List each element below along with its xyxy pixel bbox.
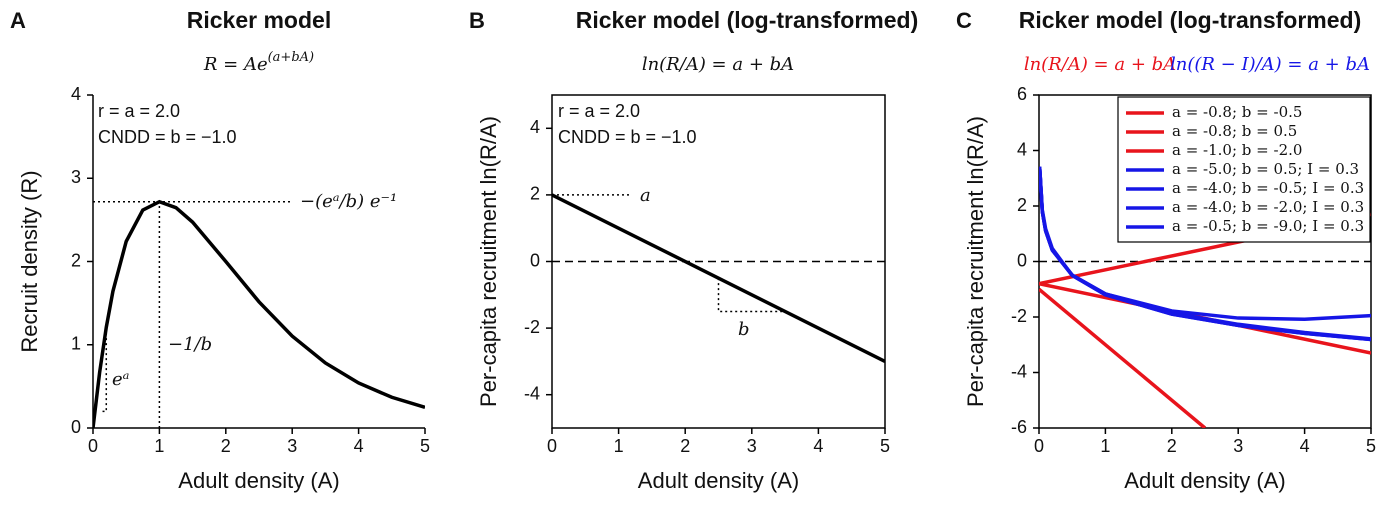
x-tick-label: 0 bbox=[1034, 436, 1044, 456]
y-tick-label: -2 bbox=[1011, 306, 1027, 326]
plot-area bbox=[93, 199, 425, 428]
panel-letter: B bbox=[469, 8, 485, 33]
x-tick-label: 3 bbox=[1233, 436, 1243, 456]
legend-label: a = -4.0; b = -0.5; I = 0.3 bbox=[1172, 179, 1364, 197]
y-tick-label: 2 bbox=[1017, 195, 1027, 215]
x-tick-label: 2 bbox=[221, 436, 231, 456]
x-tick-label: 5 bbox=[1366, 436, 1376, 456]
legend-label: a = -0.8; b = 0.5 bbox=[1172, 122, 1297, 140]
y-tick-label: 2 bbox=[71, 250, 81, 270]
x-axis-label: Adult density (A) bbox=[178, 468, 339, 493]
series-line bbox=[93, 199, 425, 428]
equation-text: R = Ae bbox=[203, 54, 268, 75]
annotation: r = a = 2.0 bbox=[98, 101, 180, 121]
panel-title: Ricker model bbox=[187, 7, 331, 33]
y-tick-label: 0 bbox=[71, 417, 81, 437]
y-tick-label: -6 bbox=[1011, 417, 1027, 437]
x-axis-label: Adult density (A) bbox=[1124, 468, 1285, 493]
series-line bbox=[552, 193, 885, 363]
x-tick-label: 4 bbox=[1300, 436, 1310, 456]
equation-text: ln(R/A) = a + bA bbox=[642, 54, 794, 75]
annotation: −(eᵃ/b) e⁻¹ bbox=[300, 191, 397, 212]
legend-label: a = -0.5; b = -9.0; I = 0.3 bbox=[1172, 217, 1364, 235]
annotation: −1/b bbox=[168, 334, 212, 355]
y-tick-label: -4 bbox=[1011, 361, 1027, 381]
x-tick-label: 2 bbox=[1167, 436, 1177, 456]
guide-line bbox=[717, 278, 786, 313]
y-tick-label: 4 bbox=[530, 117, 540, 137]
equation-text: ln((R − I)/A) = a + bA bbox=[1170, 54, 1370, 75]
x-tick-label: 4 bbox=[354, 436, 364, 456]
y-axis-label: Recruit density (R) bbox=[17, 170, 42, 352]
y-tick-label: -2 bbox=[524, 317, 540, 337]
panel-letter: A bbox=[10, 8, 26, 33]
y-tick-label: 6 bbox=[1017, 84, 1027, 104]
x-tick-label: 5 bbox=[880, 436, 890, 456]
equation-sup: (a+bA) bbox=[268, 50, 315, 65]
annotation: CNDD = b = −1.0 bbox=[98, 127, 237, 147]
equation-text: ln(R/A) = a + bA bbox=[1024, 54, 1176, 75]
equation: ln((R − I)/A) = a + bA bbox=[1170, 54, 1370, 75]
panel-title: Ricker model (log-transformed) bbox=[576, 7, 919, 33]
annotation: r = a = 2.0 bbox=[558, 101, 640, 121]
legend-label: a = -5.0; b = 0.5; I = 0.3 bbox=[1172, 160, 1359, 178]
x-tick-label: 1 bbox=[1100, 436, 1110, 456]
equation: R = Ae(a+bA) bbox=[203, 50, 314, 76]
panel-letter: C bbox=[956, 8, 972, 33]
x-tick-label: 2 bbox=[680, 436, 690, 456]
y-tick-label: 1 bbox=[71, 334, 81, 354]
plot-area bbox=[1039, 166, 1371, 428]
y-tick-label: 0 bbox=[1017, 250, 1027, 270]
annotation: a bbox=[640, 185, 651, 206]
annotation: eᵃ bbox=[112, 369, 129, 390]
x-tick-label: 0 bbox=[547, 436, 557, 456]
equation: ln(R/A) = a + bA bbox=[1024, 54, 1176, 75]
equation: ln(R/A) = a + bA bbox=[642, 54, 794, 75]
x-tick-label: 5 bbox=[420, 436, 430, 456]
x-tick-label: 0 bbox=[88, 436, 98, 456]
legend-label: a = -4.0; b = -2.0; I = 0.3 bbox=[1172, 198, 1364, 216]
annotation: CNDD = b = −1.0 bbox=[558, 127, 697, 147]
y-tick-label: 3 bbox=[71, 167, 81, 187]
x-tick-label: 4 bbox=[813, 436, 823, 456]
x-tick-label: 1 bbox=[154, 436, 164, 456]
series-line bbox=[1039, 166, 1371, 342]
x-axis-label: Adult density (A) bbox=[638, 468, 799, 493]
y-tick-label: 0 bbox=[530, 250, 540, 270]
y-tick-label: 2 bbox=[530, 184, 540, 204]
y-axis-label: Per-capita recruitment ln(R/A) bbox=[476, 116, 501, 407]
x-tick-label: 1 bbox=[614, 436, 624, 456]
plot-area bbox=[552, 193, 885, 363]
legend-label: a = -1.0; b = -2.0 bbox=[1172, 141, 1302, 159]
annotation: b bbox=[738, 319, 750, 340]
legend-label: a = -0.8; b = -0.5 bbox=[1172, 103, 1302, 121]
x-tick-label: 3 bbox=[747, 436, 757, 456]
y-tick-label: -4 bbox=[524, 383, 540, 403]
series-line bbox=[1039, 287, 1207, 428]
y-tick-label: 4 bbox=[71, 84, 81, 104]
x-tick-label: 3 bbox=[287, 436, 297, 456]
y-axis-label: Per-capita recruitment ln(R/A) bbox=[963, 116, 988, 407]
y-tick-label: 4 bbox=[1017, 139, 1027, 159]
panel-title: Ricker model (log-transformed) bbox=[1019, 7, 1362, 33]
